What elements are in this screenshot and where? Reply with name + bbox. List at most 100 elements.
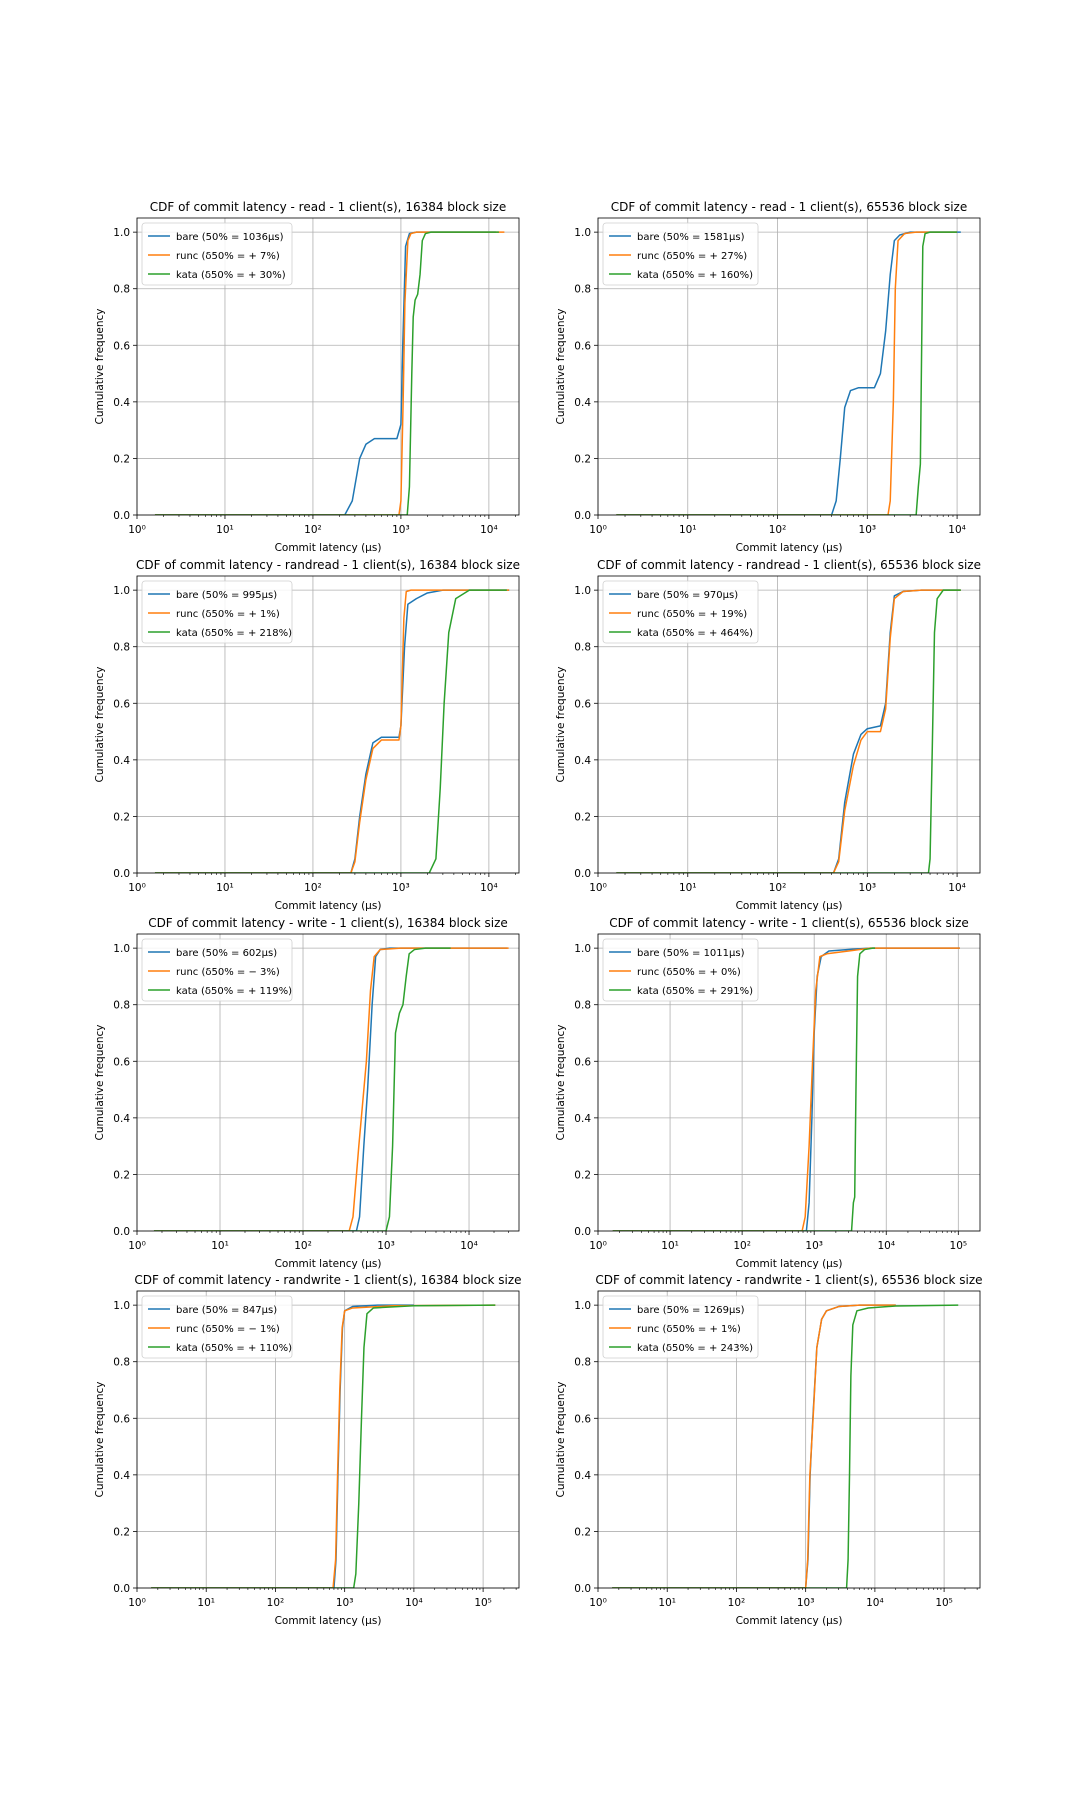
legend-entry: runc (δ50% = + 7%)	[176, 251, 280, 262]
x-tick-label: 10⁴	[480, 524, 498, 536]
legend: bare (50% = 1036μs) runc (δ50% = + 7%) kat…	[141, 222, 293, 286]
y-tick-label: 1.0	[113, 1300, 130, 1312]
series-line-runc	[612, 947, 960, 1231]
y-axis-label: Cumulative frequency	[94, 667, 106, 783]
x-axis-label: Commit latency (μs)	[275, 900, 382, 912]
y-tick-label: 0.0	[574, 868, 591, 880]
legend-box	[141, 1295, 293, 1359]
x-tick-label: 10⁰	[589, 1240, 607, 1252]
y-axis-label: Cumulative frequency	[94, 1025, 106, 1141]
series-line-runc	[153, 947, 509, 1231]
chart-panel: 0.0 0.2 0.4 0.6 0.8 1.0 10⁰ 10¹ 10² 10³ 10⁴ 10⁵ CDF …	[555, 916, 981, 1270]
x-axis-label: Commit latency (μs)	[736, 1615, 843, 1627]
legend-entry: bare (50% = 970μs)	[637, 590, 738, 601]
plot-frame	[597, 1290, 981, 1589]
series-line-kata	[154, 589, 507, 873]
x-tick-label: 10³	[859, 882, 877, 894]
x-tick-label: 10¹	[216, 882, 234, 894]
y-tick-label: 0.4	[574, 397, 591, 409]
legend-box	[602, 222, 759, 286]
x-tick-label: 10⁴	[480, 882, 498, 894]
legend-box	[141, 222, 293, 286]
y-tick-label: 1.0	[574, 227, 591, 239]
x-tick-label: 10⁴	[948, 524, 966, 536]
legend-entry: kata (δ50% = + 464%)	[637, 628, 753, 639]
chart-panel: 0.0 0.2 0.4 0.6 0.8 1.0 10⁰ 10¹ 10² 10³ 10⁴ CDF of …	[555, 558, 981, 912]
y-tick-label: 0.4	[574, 1113, 591, 1125]
chart-title: CDF of commit latency - read - 1 client(…	[150, 200, 506, 214]
series-line-bare	[154, 231, 496, 515]
series-line-runc	[151, 1304, 496, 1588]
x-axis-label: Commit latency (μs)	[736, 900, 843, 912]
legend-entry: kata (δ50% = + 110%)	[176, 1343, 292, 1354]
legend: bare (50% = 602μs) runc (δ50% = − 3%) kata…	[141, 938, 293, 1002]
series-line-kata	[616, 589, 961, 873]
y-tick-label: 0.2	[574, 1526, 591, 1538]
legend-entry: runc (δ50% = + 27%)	[637, 251, 747, 262]
legend-entry: bare (50% = 1011μs)	[637, 948, 745, 959]
series-line-runc	[154, 231, 505, 515]
x-tick-label: 10²	[294, 1240, 312, 1252]
x-tick-label: 10¹	[197, 1597, 215, 1609]
y-tick-label: 0.8	[113, 284, 130, 296]
series-line-kata	[616, 231, 958, 515]
x-tick-label: 10⁵	[474, 1597, 492, 1609]
y-tick-label: 0.6	[113, 1413, 130, 1425]
chart-title: CDF of commit latency - randread - 1 cli…	[136, 558, 520, 572]
y-tick-label: 0.6	[574, 1413, 591, 1425]
y-tick-label: 0.4	[113, 755, 130, 767]
legend-entry: bare (50% = 995μs)	[176, 590, 277, 601]
series-line-runc	[616, 589, 961, 873]
legend-entry: runc (δ50% = + 19%)	[637, 609, 747, 620]
series-line-kata	[612, 1304, 959, 1588]
y-tick-label: 0.0	[574, 1226, 591, 1238]
y-tick-label: 0.2	[574, 811, 591, 823]
legend: bare (50% = 1011μs) runc (δ50% = + 0%) kat…	[602, 938, 759, 1002]
legend-box	[602, 580, 759, 644]
x-tick-label: 10¹	[679, 882, 697, 894]
y-axis-label: Cumulative frequency	[94, 309, 106, 425]
legend-entry: bare (50% = 1581μs)	[637, 232, 745, 243]
y-tick-label: 1.0	[574, 585, 591, 597]
y-axis-label: Cumulative frequency	[555, 1382, 567, 1498]
x-tick-label: 10⁴	[460, 1240, 478, 1252]
y-tick-label: 0.2	[113, 1526, 130, 1538]
x-tick-label: 10³	[859, 524, 877, 536]
legend-box	[141, 938, 293, 1002]
series-line-kata	[612, 947, 876, 1231]
legend: bare (50% = 1269μs) runc (δ50% = + 1%) kat…	[602, 1295, 759, 1359]
x-tick-label: 10⁰	[128, 882, 146, 894]
legend-entry: runc (δ50% = + 1%)	[176, 609, 280, 620]
series-line-kata	[153, 947, 451, 1231]
y-tick-label: 0.4	[574, 755, 591, 767]
chart-title: CDF of commit latency - write - 1 client…	[609, 916, 969, 930]
x-tick-label: 10⁴	[948, 882, 966, 894]
plot-frame	[136, 217, 520, 516]
y-tick-label: 0.6	[113, 340, 130, 352]
chart-panel: 0.0 0.2 0.4 0.6 0.8 1.0 10⁰ 10¹ 10² 10³ 10⁴ 10⁵ CDF …	[94, 1273, 522, 1627]
x-tick-label: 10⁴	[877, 1240, 895, 1252]
y-tick-label: 1.0	[574, 943, 591, 955]
x-tick-label: 10²	[733, 1240, 751, 1252]
x-tick-label: 10⁵	[950, 1240, 968, 1252]
x-tick-label: 10⁰	[589, 882, 607, 894]
y-tick-label: 1.0	[113, 585, 130, 597]
chart-title: CDF of commit latency - write - 1 client…	[148, 916, 508, 930]
x-tick-label: 10²	[267, 1597, 285, 1609]
x-tick-label: 10³	[336, 1597, 354, 1609]
series-line-kata	[151, 1304, 496, 1588]
chart-title: CDF of commit latency - randwrite - 1 cl…	[134, 1273, 521, 1287]
x-tick-label: 10¹	[216, 524, 234, 536]
chart-panel: 0.0 0.2 0.4 0.6 0.8 1.0 10⁰ 10¹ 10² 10³ 10⁴ 10⁵ CDF …	[555, 1273, 983, 1627]
series-line-runc	[154, 589, 510, 873]
chart-title: CDF of commit latency - randread - 1 cli…	[597, 558, 981, 572]
y-tick-label: 0.2	[113, 811, 130, 823]
x-tick-label: 10⁴	[866, 1597, 884, 1609]
plot-frame	[597, 217, 981, 516]
legend-entry: bare (50% = 847μs)	[176, 1305, 277, 1316]
x-tick-label: 10⁰	[589, 524, 607, 536]
y-tick-label: 0.2	[574, 453, 591, 465]
x-tick-label: 10²	[304, 882, 322, 894]
y-tick-label: 0.2	[574, 1169, 591, 1181]
legend-entry: runc (δ50% = − 1%)	[176, 1324, 280, 1335]
